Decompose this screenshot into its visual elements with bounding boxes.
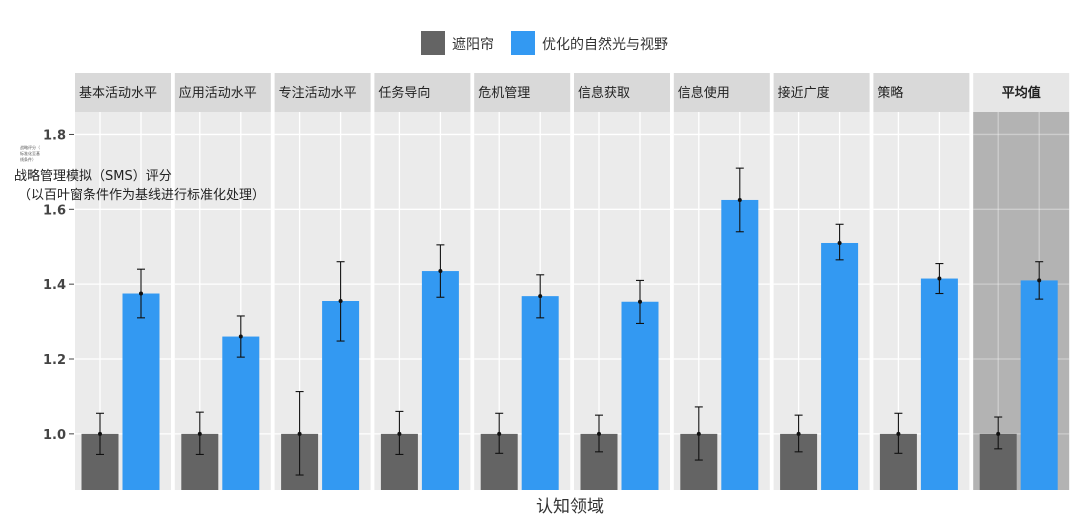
y-axis-label-tiny-line: 线条件） — [20, 156, 36, 162]
bar-optimized — [821, 242, 859, 490]
bar-optimized-mean-point — [1037, 278, 1042, 283]
y-tick-label: 1.4 — [43, 278, 66, 293]
facet-9: 平均值 — [973, 73, 1070, 490]
bar-blinds-mean-point — [597, 431, 601, 436]
bar-blinds-mean-point — [197, 431, 202, 436]
bar-optimized — [122, 293, 160, 490]
bar-blinds-mean-point — [397, 431, 402, 436]
facet-strip — [973, 73, 1070, 112]
facet-strip — [75, 73, 171, 112]
bar-optimized-mean-point — [338, 299, 343, 303]
legend-label-0: 遮阳帘 — [452, 37, 494, 53]
bar-optimized — [721, 199, 759, 490]
legend: 遮阳帘 优化的自然光与视野 — [421, 31, 668, 55]
bar-optimized-mean-point — [438, 269, 443, 274]
facet-strip — [773, 73, 870, 112]
facet-strip — [174, 73, 271, 112]
bar-blinds-mean-point — [896, 431, 901, 436]
y-axis-label-tiny-line: 战略评分（ — [20, 144, 40, 150]
facet-4: 危机管理 — [474, 73, 571, 490]
bar-blinds-mean-point — [796, 431, 801, 436]
facet-strip-label: 接近广度 — [778, 85, 830, 101]
bar-optimized — [1020, 280, 1058, 490]
bar-optimized-mean-point — [139, 291, 143, 296]
bar-optimized — [920, 278, 958, 490]
facet-6: 信息使用 — [673, 73, 770, 490]
y-axis-label-tiny-line: 标准化至基 — [20, 150, 40, 156]
legend-swatch-1 — [511, 31, 535, 55]
bar-optimized — [421, 271, 459, 490]
facet-strip-label: 应用活动水平 — [179, 85, 257, 101]
x-axis-label: 认知领域 — [536, 497, 604, 517]
facet-strip — [274, 73, 371, 112]
facet-strip-label: 危机管理 — [478, 86, 530, 101]
facet-7: 接近广度 — [773, 73, 870, 490]
bar-optimized — [621, 301, 659, 490]
facet-panels: 基本活动水平 应用活动水平 专注活动水平 任务导向 危机管理 信息获取 信息使用 接近广度 策略… — [75, 73, 1070, 490]
facet-strip-label: 策略 — [877, 85, 903, 101]
bar-blinds-mean-point — [996, 431, 1001, 436]
facet-5: 信息获取 — [574, 73, 670, 490]
y-axis-label-line1: 战略管理模拟（SMS）评分 — [14, 168, 172, 184]
facet-strip — [374, 73, 471, 112]
bar-blinds-mean-point — [297, 431, 302, 436]
facet-strip-label: 任务导向 — [378, 85, 430, 101]
y-tick-label: 1.2 — [43, 353, 66, 368]
facet-strip-label: 基本活动水平 — [79, 86, 157, 101]
facet-strip — [474, 73, 571, 112]
legend-swatch-0 — [421, 31, 445, 55]
facet-strip-label: 平均值 — [1002, 85, 1041, 101]
bar-optimized-mean-point — [937, 276, 942, 281]
facet-strip — [873, 73, 970, 112]
facet-strip-label: 信息使用 — [678, 85, 730, 101]
facet-strip-label: 信息获取 — [578, 85, 630, 101]
bar-optimized-mean-point — [638, 299, 642, 304]
facet-0: 基本活动水平 — [75, 73, 171, 490]
facet-strip — [574, 73, 670, 112]
bar-blinds-mean-point — [497, 431, 502, 436]
y-axis-label-line2: （以百叶窗条件作为基线进行标准化处理） — [18, 187, 265, 203]
bar-optimized — [222, 336, 260, 490]
y-tick-label: 1.8 — [43, 128, 66, 143]
facet-strip — [673, 73, 770, 112]
bar-optimized-mean-point — [737, 197, 742, 202]
facet-3: 任务导向 — [374, 73, 471, 490]
facet-1: 应用活动水平 — [174, 73, 271, 490]
bar-optimized — [521, 296, 559, 490]
bar-optimized-mean-point — [238, 334, 243, 339]
y-tick-label: 1.0 — [43, 428, 66, 443]
facet-2: 专注活动水平 — [274, 73, 371, 490]
bar-optimized-mean-point — [538, 294, 543, 299]
facet-8: 策略 — [873, 73, 970, 490]
y-axis: 1.0 1.2 1.4 1.6 1.8 — [43, 128, 74, 443]
bar-optimized-mean-point — [837, 240, 842, 245]
y-tick-label: 1.6 — [43, 203, 66, 218]
facet-strip-label: 专注活动水平 — [279, 86, 357, 101]
bar-blinds-mean-point — [98, 431, 102, 436]
legend-label-1: 优化的自然光与视野 — [542, 36, 668, 53]
bar-blinds-mean-point — [696, 431, 701, 436]
